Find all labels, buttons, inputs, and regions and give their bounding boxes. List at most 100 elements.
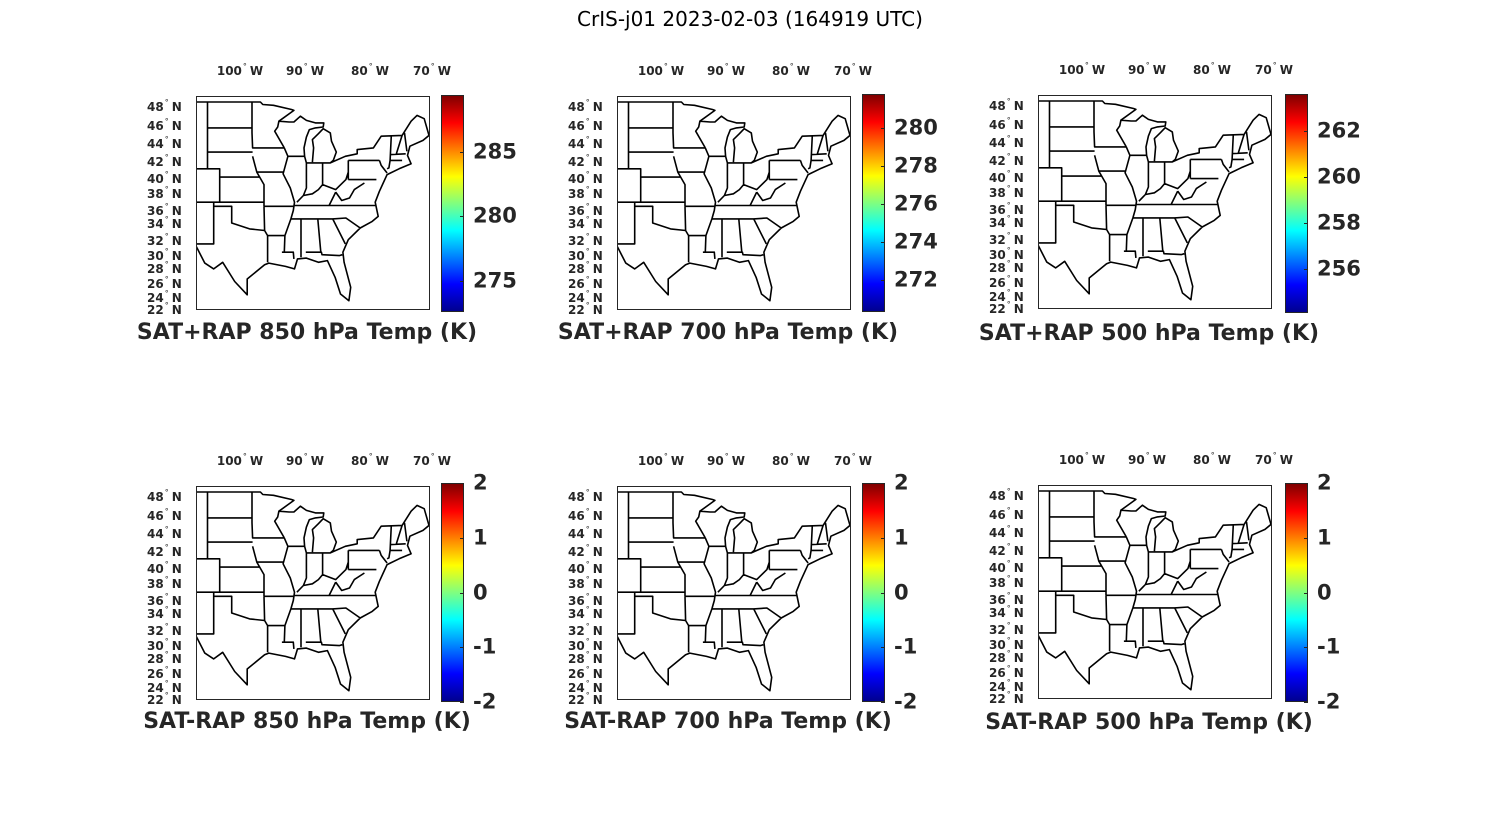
degree-symbol: ° [164, 170, 169, 179]
hemisphere: N [171, 204, 182, 218]
latitude-label: 24° N [568, 680, 603, 695]
latitude-value: 32 [568, 624, 585, 638]
longitude-label: 80° W [772, 62, 810, 78]
latitude-value: 46 [989, 508, 1006, 522]
longitude-label: 90° W [1128, 61, 1166, 77]
degree-symbol: ° [164, 543, 169, 552]
hemisphere: N [1013, 216, 1024, 230]
degree-symbol: ° [851, 452, 856, 461]
latitude-label: 48° N [568, 489, 603, 504]
degree-symbol: ° [164, 117, 169, 126]
latitude-value: 38 [147, 187, 164, 201]
longitude-value: 70 [834, 454, 851, 468]
longitude-value: 90 [707, 454, 724, 468]
hemisphere: W [437, 454, 451, 468]
latitude-label: 42° N [989, 543, 1024, 558]
colorbar-tick-mark [1304, 537, 1308, 539]
degree-symbol: ° [1006, 288, 1011, 297]
latitude-label: 26° N [147, 275, 182, 291]
hemisphere: W [796, 454, 810, 468]
degree-symbol: ° [585, 185, 590, 194]
colorbar-tick-label: -1 [1317, 634, 1341, 659]
map-axes [196, 96, 430, 310]
latitude-label: 32° N [989, 232, 1024, 247]
latitude-value: 28 [147, 262, 164, 276]
colorbar-tick-mark [881, 241, 885, 243]
latitude-label: 38° N [989, 185, 1024, 200]
hemisphere: N [1013, 276, 1024, 290]
hemisphere: W [1152, 453, 1166, 467]
latitude-label: 30° N [989, 637, 1024, 652]
latitude-label: 22° N [568, 692, 603, 707]
longitude-value: 90 [707, 64, 724, 78]
latitude-value: 30 [989, 638, 1006, 652]
hemisphere: N [592, 594, 603, 608]
degree-symbol: ° [1006, 152, 1011, 161]
colorbar-tick-label: -2 [894, 689, 918, 714]
longitude-label: 80° W [1193, 451, 1231, 467]
degree-symbol: ° [164, 560, 169, 569]
colorbar-tick-mark [881, 166, 885, 168]
degree-symbol: ° [164, 98, 169, 107]
longitude-value: 80 [1193, 453, 1210, 467]
degree-symbol: ° [585, 232, 590, 241]
colorbar-tick-mark [881, 537, 885, 539]
latitude-label: 34° N [568, 216, 603, 231]
latitude-value: 26 [568, 277, 585, 291]
hemisphere: N [1013, 99, 1024, 113]
latitude-label: 30° N [568, 638, 603, 653]
hemisphere: N [592, 667, 603, 681]
hemisphere: N [592, 607, 603, 621]
latitude-value: 42 [147, 155, 164, 169]
degree-symbol: ° [1006, 116, 1011, 125]
state-borders-map [197, 491, 429, 692]
hemisphere: N [592, 187, 603, 201]
degree-symbol: ° [164, 275, 169, 284]
hemisphere: N [171, 693, 182, 707]
longitude-value: 90 [1128, 453, 1145, 467]
latitude-value: 28 [989, 261, 1006, 275]
longitude-value: 100 [216, 64, 242, 78]
state-borders-map [197, 101, 429, 302]
degree-symbol: ° [1006, 201, 1011, 210]
latitude-label: 26° N [147, 666, 182, 681]
longitude-value: 70 [1255, 63, 1272, 77]
hemisphere: N [592, 639, 603, 653]
degree-symbol: ° [789, 452, 794, 461]
degree-symbol: ° [1006, 621, 1011, 630]
latitude-label: 28° N [989, 650, 1024, 665]
latitude-value: 42 [989, 544, 1006, 558]
latitude-value: 24 [989, 290, 1006, 304]
hemisphere: W [375, 64, 389, 78]
latitude-value: 34 [147, 217, 164, 231]
hemisphere: N [592, 545, 603, 559]
degree-symbol: ° [1006, 134, 1011, 143]
longitude-value: 80 [772, 64, 789, 78]
latitude-value: 34 [568, 607, 585, 621]
latitude-value: 48 [147, 490, 164, 504]
degree-symbol: ° [585, 153, 590, 162]
hemisphere: N [592, 509, 603, 523]
map-axes [1038, 95, 1272, 309]
hemisphere: N [1013, 623, 1024, 637]
degree-symbol: ° [585, 605, 590, 614]
latitude-value: 32 [147, 624, 164, 638]
latitude-label: 22° N [989, 691, 1024, 706]
latitude-value: 48 [989, 489, 1006, 503]
colorbar-tick-label: 0 [1317, 580, 1332, 604]
hemisphere: W [858, 454, 872, 468]
colorbar-tick-label: 0 [473, 580, 488, 604]
latitude-value: 24 [147, 681, 164, 695]
latitude-value: 26 [989, 276, 1006, 290]
colorbar-tick-label: -2 [473, 689, 497, 714]
latitude-label: 40° N [568, 170, 603, 186]
degree-symbol: ° [585, 260, 590, 269]
colorbar [1285, 94, 1308, 313]
latitude-value: 32 [147, 234, 164, 248]
degree-symbol: ° [430, 62, 435, 71]
latitude-label: 32° N [147, 233, 182, 248]
degree-symbol: ° [164, 650, 169, 659]
latitude-label: 36° N [147, 203, 182, 218]
degree-symbol: ° [585, 170, 590, 179]
colorbar-tick-label: -2 [1317, 689, 1341, 714]
